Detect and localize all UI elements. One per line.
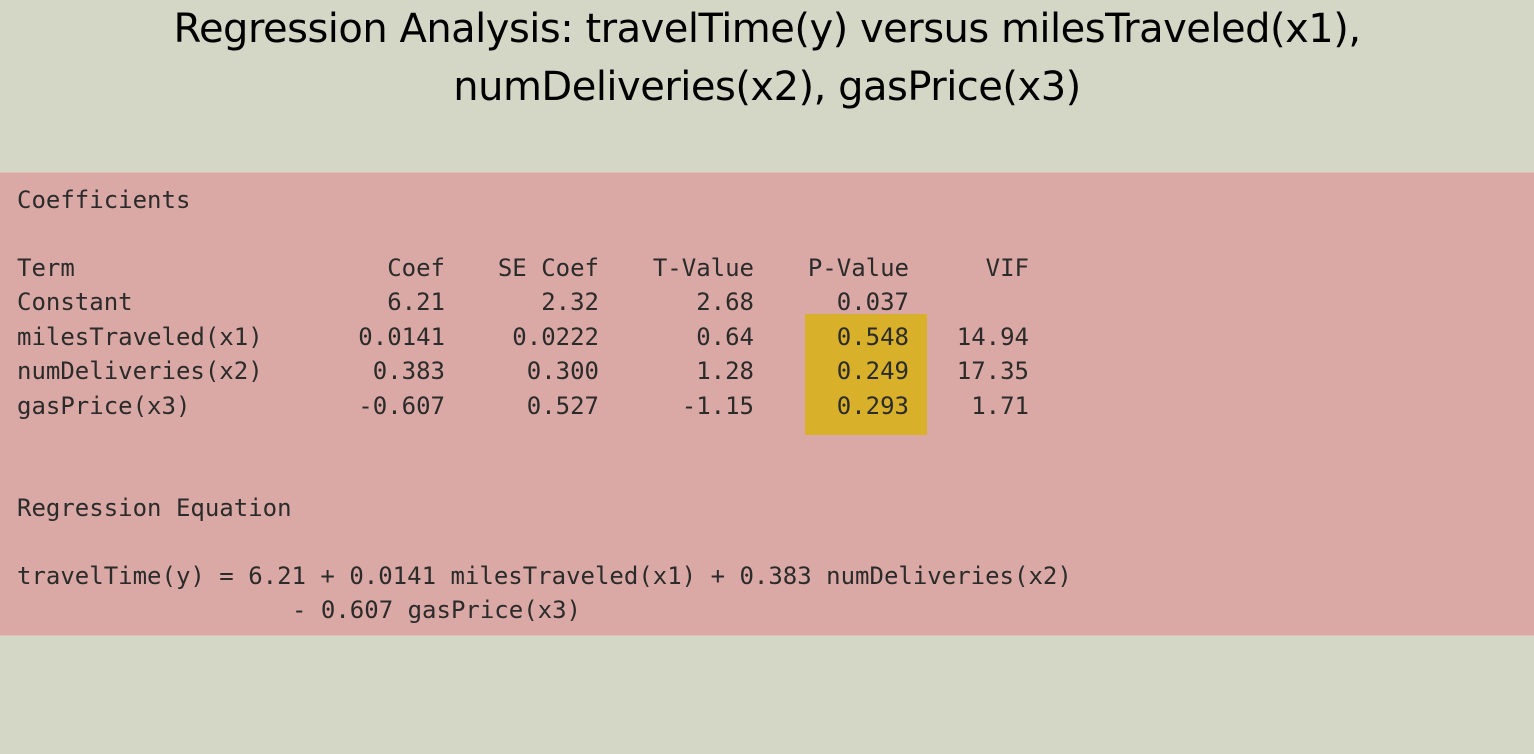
p-value-cell: 0.293 [836,391,909,420]
column-header-p-value: P-Value [807,254,909,282]
se-coef-cell: 0.0222 [512,322,599,351]
coefficients-heading: Coefficients [17,186,191,214]
se-coef-cell: 0.300 [526,357,599,386]
vif-cell: 1.71 [971,391,1029,420]
column-header-se-coef: SE Coef [497,254,599,282]
regression-equation-line-2: - 0.607 gasPrice(x3) [292,596,581,624]
vif-cell: 14.94 [956,322,1029,351]
vif-cell: 17.35 [956,357,1029,386]
t-value-cell: -1.15 [681,391,754,420]
p-value-cell: 0.548 [836,322,909,351]
coef-cell: 0.383 [372,357,445,386]
p-value-cell: 0.249 [836,357,909,386]
column-header-t-value: T-Value [652,254,754,282]
t-value-cell: 1.28 [696,357,754,386]
column-header-term: Term [17,254,75,282]
title-line-1: Regression Analysis: travelTime(y) versu… [173,6,1361,52]
column-header-vif: VIF [985,254,1029,282]
coef-cell: 0.0141 [358,322,445,351]
t-value-cell: 2.68 [696,288,754,317]
se-coef-cell: 2.32 [541,288,599,317]
t-value-cell: 0.64 [696,322,754,351]
regression-equation-heading: Regression Equation [17,494,292,522]
p-value-highlight [805,314,927,435]
se-coef-cell: 0.527 [526,391,599,420]
page-title: Regression Analysis: travelTime(y) versu… [0,0,1534,116]
title-line-2: numDeliveries(x2), gasPrice(x3) [453,64,1081,110]
coef-cell: -0.607 [358,391,445,420]
p-value-cell: 0.037 [836,288,909,317]
column-header-coef: Coef [387,254,445,282]
term-cell: gasPrice(x3) [17,391,191,420]
term-cell: Constant [17,288,133,317]
term-cell: milesTraveled(x1) [17,322,263,351]
regression-equation-line-1: travelTime(y) = 6.21 + 0.0141 milesTrave… [17,562,1072,590]
output-panel: Coefficients Term Coef SE Coef T-Value P… [0,172,1534,636]
coef-cell: 6.21 [387,288,445,317]
term-cell: numDeliveries(x2) [17,357,263,386]
